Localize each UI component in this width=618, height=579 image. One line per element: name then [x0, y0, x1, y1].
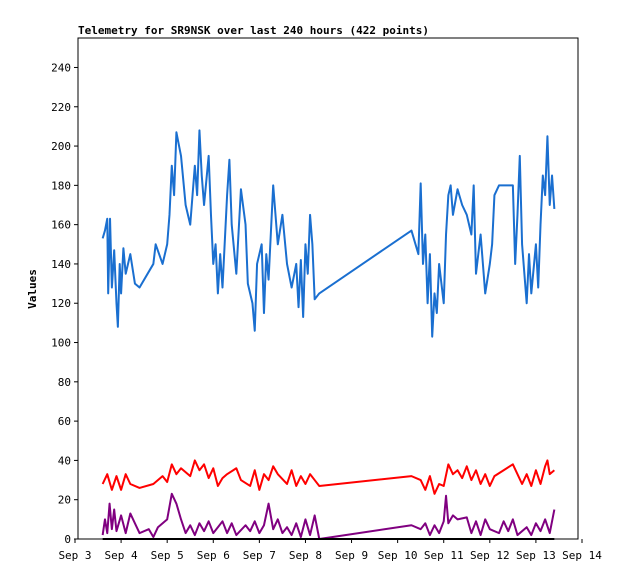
x-tick-label: Sep 12	[470, 549, 510, 562]
x-tick-label: Sep 10	[378, 549, 418, 562]
series-line	[101, 459, 555, 495]
y-tick-label: 100	[51, 337, 71, 350]
y-tick-label: 0	[64, 533, 71, 546]
y-tick-label: 40	[58, 454, 71, 467]
series-line	[101, 129, 556, 338]
y-tick-label: 120	[51, 297, 71, 310]
y-tick-label: 160	[51, 219, 71, 232]
x-tick-label: Sep 13	[516, 549, 556, 562]
x-tick-label: Sep 4	[105, 549, 138, 562]
x-tick-label: Sep 14	[562, 549, 602, 562]
x-tick-label: Sep 3	[58, 549, 91, 562]
y-tick-label: 20	[58, 494, 71, 507]
x-tick-label: Sep 5	[151, 549, 184, 562]
y-tick-label: 60	[58, 415, 71, 428]
series-line	[101, 492, 556, 540]
y-tick-label: 80	[58, 376, 71, 389]
y-axis-label: Values	[26, 269, 39, 309]
y-tick-label: 240	[51, 61, 71, 74]
x-tick-label: Sep 6	[197, 549, 230, 562]
x-tick-label: Sep 7	[243, 549, 276, 562]
x-tick-label: Sep 9	[335, 549, 368, 562]
y-tick-label: 200	[51, 140, 71, 153]
y-tick-label: 140	[51, 258, 71, 271]
y-tick-label: 180	[51, 179, 71, 192]
x-tick-label: Sep 11	[424, 549, 464, 562]
y-tick-label: 220	[51, 101, 71, 114]
chart-title: Telemetry for SR9NSK over last 240 hours…	[78, 24, 429, 37]
x-tick-label: Sep 8	[289, 549, 322, 562]
